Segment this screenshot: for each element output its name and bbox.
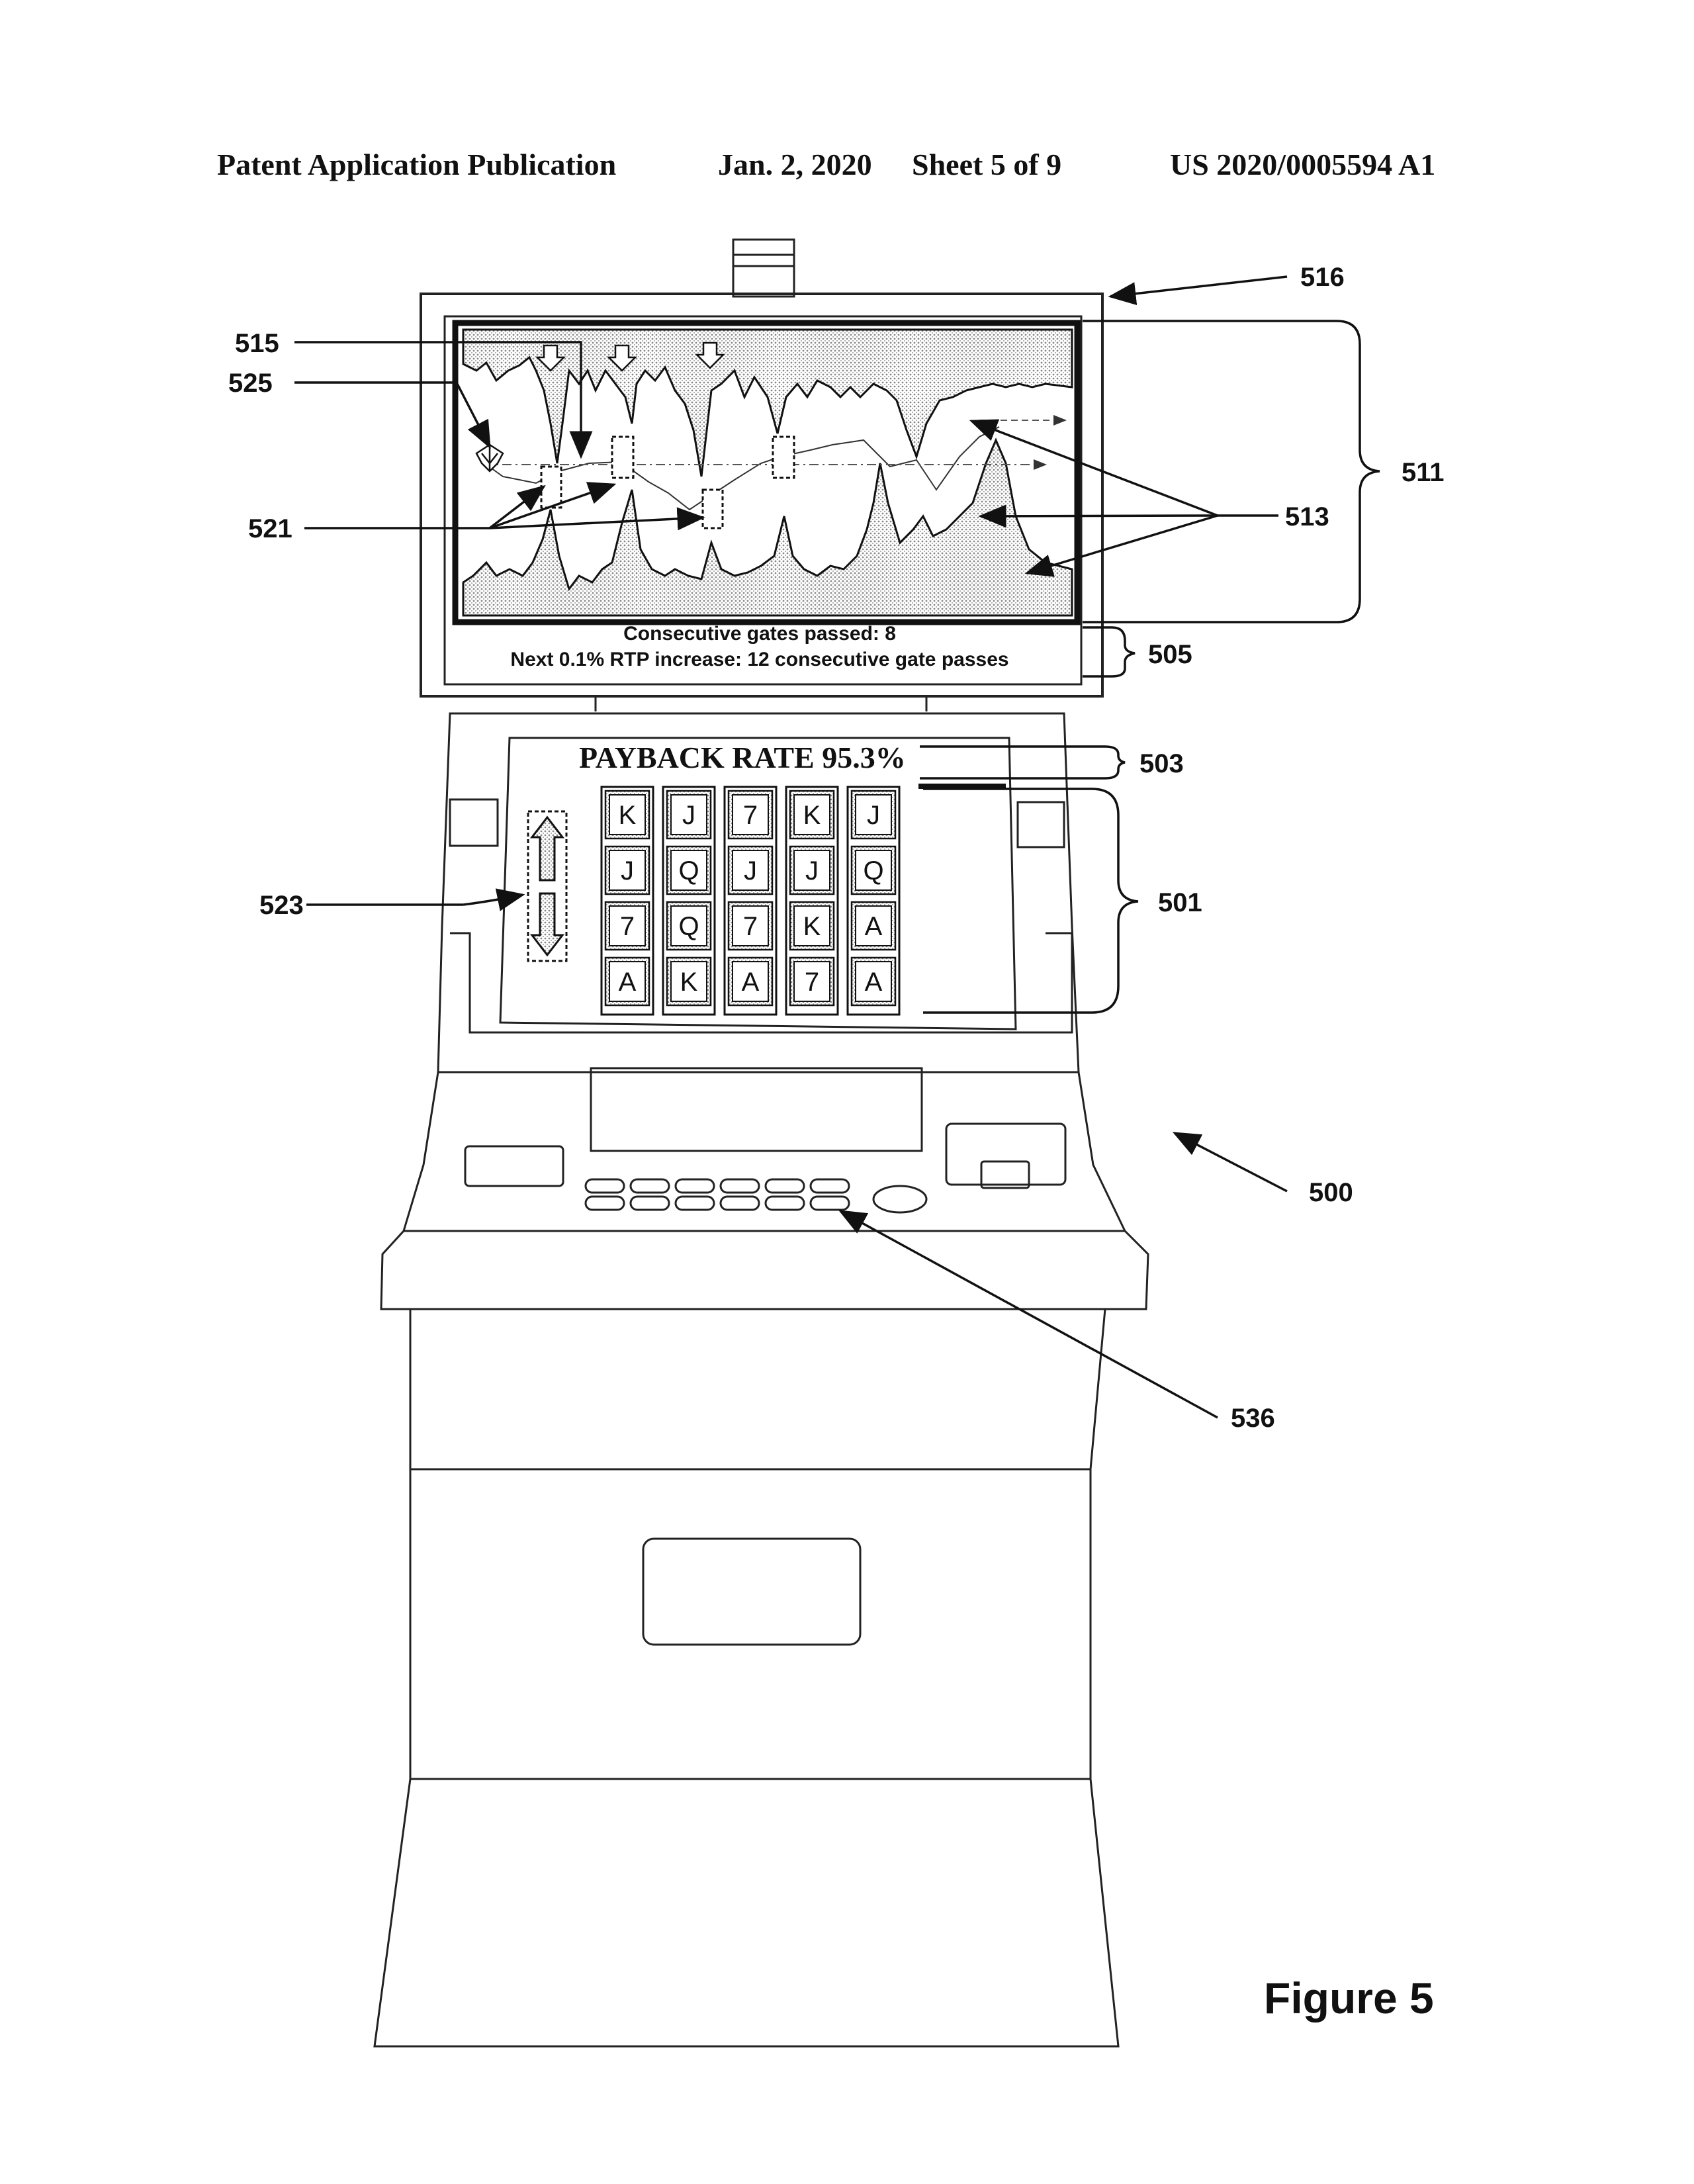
cabinet-door (409, 1468, 1092, 1780)
next-increase-text: Next 0.1% RTP increase: 12 consecutive g… (510, 649, 1008, 670)
reel-cell-face (793, 850, 830, 891)
reel-cell-face (609, 850, 646, 891)
gates-passed-text: Consecutive gates passed: 8 (623, 623, 896, 645)
header-patent-number: US 2020/0005594 A1 (1170, 148, 1436, 181)
reel-symbol: 7 (743, 912, 758, 941)
reel-cell-face (793, 961, 830, 1002)
cabinet-plinth (373, 1778, 1120, 2048)
reel-symbol: Q (863, 856, 883, 886)
selector-box (527, 810, 568, 962)
ref-536: 536 (1231, 1404, 1275, 1433)
ref-501: 501 (1158, 888, 1202, 917)
reel-cell-face (609, 905, 646, 946)
reel-symbol: J (682, 801, 695, 830)
reel-cell-face (855, 961, 892, 1002)
ref-505: 505 (1148, 640, 1192, 669)
gate (611, 435, 635, 479)
player-craft-icon (475, 443, 504, 473)
reel-symbol: A (865, 968, 883, 997)
reel-symbol: Q (678, 912, 699, 941)
gate (701, 488, 724, 529)
reel-symbol: 7 (805, 968, 819, 997)
reel-cell-face (793, 794, 830, 835)
figure-label: Figure 5 (1264, 1974, 1434, 2023)
reel-cell-face (609, 961, 646, 1002)
gaming-cabinet (373, 238, 1149, 2048)
reel-cell-face (670, 794, 707, 835)
ref-525: 525 (228, 369, 273, 398)
ref-515: 515 (235, 329, 279, 358)
reel-symbol: K (803, 912, 821, 941)
lower-cave-wall (462, 437, 1073, 617)
reel-symbol: Q (678, 856, 699, 886)
reel-symbol: K (803, 801, 821, 830)
upper-cave-wall (462, 328, 1073, 477)
ref-523: 523 (259, 891, 304, 920)
reel-cell-face (609, 794, 646, 835)
ref-503: 503 (1139, 749, 1184, 778)
ref-511: 511 (1402, 458, 1445, 487)
bonus-game-display: Consecutive gates passed: 8 Next 0.1% RT… (452, 320, 1081, 670)
down-arrow-icon[interactable] (529, 892, 565, 957)
ref-521: 521 (248, 514, 292, 543)
gate-indicator-arrows (535, 341, 726, 372)
bonus-game-frame (452, 320, 1081, 625)
header-sheet: Sheet 5 of 9 (912, 148, 1062, 181)
gates (540, 435, 795, 529)
reel-symbol: A (865, 912, 883, 941)
secondary-display-bezel (420, 293, 1104, 698)
ref-513: 513 (1285, 502, 1329, 531)
cabinet-base-upper (409, 1308, 1106, 1471)
reel-cell-face (855, 794, 892, 835)
bill-validator-panel (642, 1537, 862, 1646)
deck (380, 1230, 1149, 1310)
reel-symbol: J (805, 856, 819, 886)
reel-cell-face (670, 850, 707, 891)
reel-symbol: J (621, 856, 634, 886)
candle-light (732, 238, 795, 298)
up-arrow-icon[interactable] (529, 815, 565, 882)
reel-cell-face (670, 961, 707, 1002)
reel-symbol: A (742, 968, 760, 997)
ref-516: 516 (1300, 263, 1345, 292)
reel-cell-face (855, 905, 892, 946)
button-row (584, 1178, 850, 1211)
reel-cell-face (855, 850, 892, 891)
reel-cell-face (732, 905, 769, 946)
reel-symbol: 7 (743, 801, 758, 830)
callout-leaders (294, 275, 1380, 1419)
reel-cell-face (732, 850, 769, 891)
reel-symbol: A (619, 968, 637, 997)
reel-cell-face (793, 905, 830, 946)
ref-500: 500 (1309, 1178, 1353, 1207)
reel-symbol: 7 (620, 912, 635, 941)
player-buttons (584, 1178, 850, 1211)
reel-cell-face (670, 905, 707, 946)
header-date: Jan. 2, 2020 (718, 148, 872, 181)
reel-cell-face (732, 961, 769, 1002)
reel-symbol: K (680, 968, 698, 997)
payback-rate-text: PAYBACK RATE 95.3% (579, 741, 906, 774)
gate (772, 435, 795, 479)
reel-symbol: J (867, 801, 880, 830)
reel-symbol: J (744, 856, 757, 886)
header-publication: Patent Application Publication (217, 148, 617, 181)
reel-cell-face (732, 794, 769, 835)
reel-symbol: K (619, 801, 637, 830)
